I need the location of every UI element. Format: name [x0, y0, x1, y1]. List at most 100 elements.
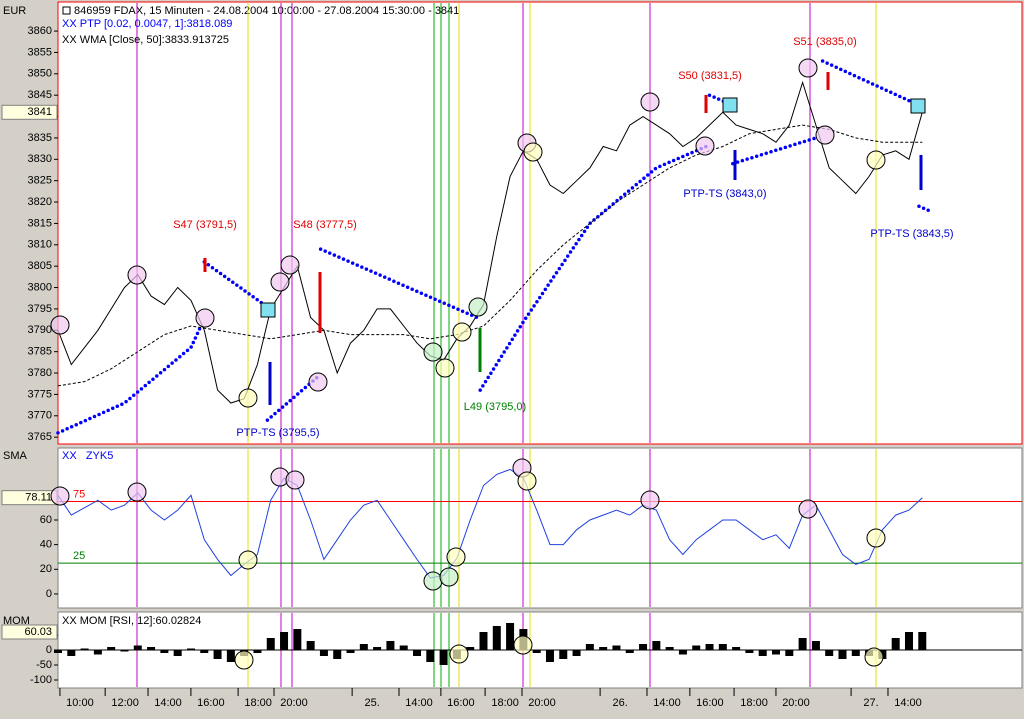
- bar: [466, 647, 475, 650]
- annotation: PTP-TS (3843,0): [683, 188, 766, 200]
- signal-circle: [864, 647, 884, 667]
- signal-circle: [523, 142, 543, 162]
- y-tick-label: 3825: [28, 175, 52, 187]
- signal-circle: [513, 635, 533, 655]
- x-tick-label: 20:00: [528, 697, 556, 709]
- signal-circle: [195, 308, 215, 328]
- bar: [346, 650, 355, 653]
- y-tick-label: -100: [30, 674, 52, 686]
- signal-circle: [640, 490, 660, 510]
- y-axis-label: SMA: [3, 450, 28, 462]
- y-tick-label: 3850: [28, 68, 52, 80]
- bar: [107, 647, 116, 650]
- bar: [625, 650, 634, 653]
- x-tick-label: 14:00: [653, 697, 681, 709]
- series-line: [57, 124, 923, 387]
- bar: [705, 644, 714, 650]
- bar: [612, 645, 621, 650]
- signal-circle: [452, 322, 472, 342]
- y-tick-label: 3810: [28, 239, 52, 251]
- bar: [479, 632, 488, 650]
- current-value-box: [1, 624, 58, 640]
- signal-circle: [234, 650, 254, 670]
- signal-circle: [866, 528, 886, 548]
- y-tick-label: 3800: [28, 281, 52, 293]
- signal-circle: [238, 388, 258, 408]
- y-tick-label: 3830: [28, 153, 52, 165]
- y-tick-label: 3845: [28, 89, 52, 101]
- x-tick-label: 20:00: [782, 697, 810, 709]
- price-panel: [57, 1, 1023, 445]
- bar: [426, 650, 435, 662]
- bar: [545, 650, 554, 662]
- x-tick-label: 14:00: [154, 697, 182, 709]
- title-icon: [62, 6, 71, 15]
- bar: [359, 644, 368, 650]
- y-tick-label: 20: [40, 563, 52, 575]
- series-line: [57, 468, 923, 579]
- bar: [293, 629, 302, 650]
- bar: [266, 638, 275, 650]
- stop-marker: [910, 98, 926, 114]
- bar: [120, 650, 129, 652]
- signal-circle: [446, 547, 466, 567]
- legend-entry: XX WMA [Close, 50]:3833.913725: [62, 34, 229, 46]
- bar: [798, 638, 807, 650]
- stop-marker: [722, 97, 738, 113]
- current-value-label: 3841: [28, 106, 52, 118]
- bar: [891, 638, 900, 650]
- signal-circle: [50, 486, 70, 506]
- bar: [559, 650, 568, 659]
- signal-circle: [435, 358, 455, 378]
- sma-panel: [57, 447, 1023, 609]
- bar: [692, 645, 701, 650]
- signal-circle: [798, 499, 818, 519]
- y-tick-label: 0: [46, 644, 52, 656]
- bar: [147, 647, 156, 650]
- annotation: PTP-TS (3843,5): [870, 228, 953, 240]
- x-tick-label: 20:00: [280, 697, 308, 709]
- bar: [639, 644, 648, 650]
- bar: [213, 650, 222, 659]
- bar: [319, 650, 328, 656]
- bar: [439, 650, 448, 665]
- signal-circle: [423, 342, 443, 362]
- current-value-label: 60.03: [24, 626, 52, 638]
- current-value-label: 78.11: [25, 492, 52, 504]
- signal-circle: [815, 125, 835, 145]
- bar: [851, 650, 860, 656]
- y-axis-label: EUR: [3, 5, 26, 17]
- bar: [572, 650, 581, 656]
- y-tick-label: 3835: [28, 132, 52, 144]
- x-tick-label: 10:00: [66, 697, 94, 709]
- x-tick-label: 18:00: [740, 697, 768, 709]
- chart-title: 846959 FDAX, 15 Minuten - 24.08.2004 10:…: [74, 5, 459, 17]
- y-axis-label: MOM: [3, 615, 30, 627]
- y-tick-label: 3775: [28, 388, 52, 400]
- x-tick-label: 14:00: [894, 697, 922, 709]
- bar: [838, 650, 847, 659]
- bar: [226, 650, 235, 662]
- y-tick-label: 3790: [28, 324, 52, 336]
- bar: [665, 647, 674, 650]
- signal-circle: [468, 297, 488, 317]
- x-tick-label: 25.: [364, 697, 379, 709]
- bar: [280, 632, 289, 650]
- y-tick-label: 3780: [28, 367, 52, 379]
- y-tick-label: 3765: [28, 431, 52, 443]
- bar: [785, 650, 794, 656]
- bar: [918, 632, 927, 650]
- x-tick-label: 16:00: [696, 697, 724, 709]
- x-tick-label: 16:00: [197, 697, 225, 709]
- bar: [173, 650, 182, 656]
- y-tick-label: 0: [46, 588, 52, 600]
- signal-circle: [866, 150, 886, 170]
- x-tick-label: 18:00: [491, 697, 519, 709]
- bar: [413, 650, 422, 656]
- bar: [67, 650, 76, 656]
- bar: [373, 647, 382, 650]
- annotation: PTP-TS (3795,5): [236, 427, 319, 439]
- bar: [678, 650, 687, 655]
- signal-circle: [517, 471, 537, 491]
